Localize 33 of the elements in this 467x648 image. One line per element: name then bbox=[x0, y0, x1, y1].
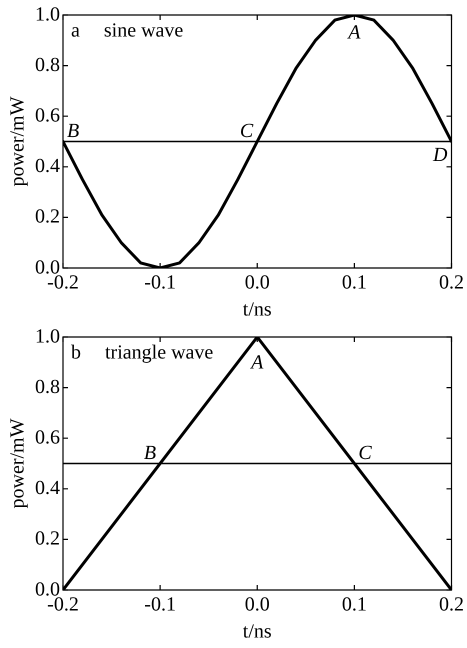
annotation: b bbox=[71, 341, 81, 364]
y-tick-label: 0.8 bbox=[35, 376, 60, 398]
annotation: A bbox=[346, 21, 362, 44]
x-axis-title: t/ns bbox=[242, 620, 272, 642]
y-tick-label: 1.0 bbox=[35, 325, 60, 348]
y-tick-label: 0.4 bbox=[35, 155, 60, 178]
x-tick-label: 0.0 bbox=[244, 593, 270, 616]
y-axis-title: power/mW bbox=[6, 418, 28, 508]
y-axis-title: power/mW bbox=[6, 96, 28, 186]
x-tick-label: 0.2 bbox=[439, 593, 464, 616]
annotation: A bbox=[249, 351, 264, 374]
y-tick-label: 0.6 bbox=[35, 104, 60, 126]
x-tick-label: 0.0 bbox=[244, 271, 270, 294]
y-tick-label: 0.6 bbox=[35, 426, 60, 448]
y-tick-label: 0.2 bbox=[35, 528, 60, 550]
annotation: a bbox=[71, 19, 80, 42]
annotation: D bbox=[432, 144, 448, 166]
y-tick-label: 0.8 bbox=[35, 54, 60, 76]
y-tick-label: 1.0 bbox=[35, 3, 60, 26]
x-axis-title: t/ns bbox=[242, 298, 272, 320]
y-tick-label: 0.2 bbox=[35, 206, 60, 228]
x-tick-label: 0.1 bbox=[342, 271, 367, 294]
annotation: B bbox=[144, 442, 156, 464]
y-tick-label: 0.4 bbox=[35, 477, 60, 500]
x-tick-label: -0.1 bbox=[144, 271, 176, 294]
x-tick-label: 0.1 bbox=[342, 593, 367, 616]
annotation: B bbox=[67, 120, 80, 142]
chart-title: triangle wave bbox=[105, 341, 214, 364]
annotation: C bbox=[240, 120, 254, 142]
x-tick-label: -0.1 bbox=[144, 593, 176, 616]
x-tick-label: 0.2 bbox=[439, 271, 464, 294]
chart-title: sine wave bbox=[104, 19, 184, 42]
annotation: C bbox=[358, 442, 372, 464]
